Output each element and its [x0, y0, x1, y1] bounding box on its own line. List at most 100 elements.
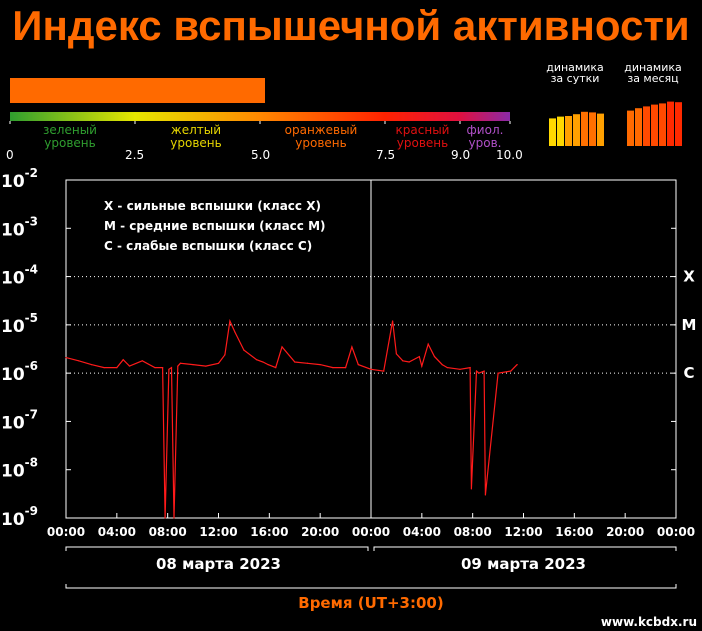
site-credit: www.kcbdx.ru — [601, 615, 697, 629]
scale-tick-2-5: 2.5 — [125, 148, 145, 162]
flux-point — [470, 488, 472, 490]
flux-point — [217, 362, 220, 364]
flux-point — [395, 353, 398, 355]
monthly-bar-4 — [659, 103, 666, 146]
level-orange-label: оранжевый уровень — [284, 123, 358, 150]
flux-point — [224, 354, 226, 356]
flux-point — [229, 320, 231, 322]
flux-point — [170, 367, 173, 369]
flux-point — [484, 494, 486, 496]
level-green-label: зеленый уровень — [43, 123, 97, 150]
flux-point — [281, 346, 283, 348]
flux-point — [427, 343, 429, 345]
flare-chart: X M C 10-9 10-8 10-7 10-6 10-5 10-4 10-3 10-2 00:00… — [1, 166, 697, 629]
flux-point — [154, 367, 156, 369]
flux-series-line — [65, 318, 518, 519]
scale-tick-0: 0 — [6, 148, 14, 162]
flux-point — [192, 364, 194, 366]
flux-point — [161, 367, 164, 369]
scale-tick-5: 5.0 — [251, 148, 271, 162]
x-tick-label-3: 12:00 — [199, 525, 237, 539]
monthly-bar-1 — [635, 108, 642, 146]
monthly-bar-3 — [651, 104, 658, 146]
flux-point — [370, 368, 372, 370]
flux-point — [357, 364, 359, 366]
level-violet-label: фиол. уров. — [466, 123, 504, 150]
monthly-bar-6 — [675, 102, 682, 146]
class-label-X: X — [683, 268, 695, 286]
y-tick-label-3: 10-6 — [1, 359, 38, 385]
flux-point — [177, 365, 179, 367]
date-bracket-0 — [65, 546, 369, 551]
flux-point — [510, 370, 512, 372]
flux-point — [294, 361, 296, 363]
x-tick-label-9: 12:00 — [504, 525, 542, 539]
flux-point — [332, 367, 334, 369]
flux-point — [433, 356, 436, 358]
y-tick-label-2: 10-7 — [1, 407, 38, 433]
y-tick-label-7: 10-2 — [1, 166, 38, 192]
x-tick-label-2: 08:00 — [149, 525, 187, 539]
y-tick-label-4: 10-5 — [1, 311, 38, 337]
date-bracket-1 — [373, 546, 677, 551]
flux-point — [421, 365, 423, 367]
flux-point — [164, 517, 166, 519]
flux-point — [392, 320, 394, 322]
dynamics-bars — [549, 101, 682, 146]
y-tick-label-5: 10-4 — [1, 263, 38, 289]
scale-tick-10: 10.0 — [496, 148, 523, 162]
flux-point — [116, 367, 118, 369]
x-tick-label-1: 04:00 — [98, 525, 136, 539]
scale-tick-9: 9.0 — [451, 148, 471, 162]
x-tick-label-6: 00:00 — [352, 525, 390, 539]
legend-entry-1: M - средние вспышки (класс M) — [104, 219, 326, 233]
daily-bar-0 — [549, 118, 556, 146]
daily-bar-5 — [589, 112, 596, 146]
y-tick-label-1: 10-8 — [1, 456, 38, 482]
flux-point — [179, 362, 181, 364]
flux-point — [475, 370, 478, 372]
flux-point — [319, 364, 321, 366]
x-tick-label-11: 20:00 — [606, 525, 644, 539]
monthly-dynamics-label: динамика за месяц — [624, 61, 682, 85]
flux-point — [122, 359, 124, 361]
date-label-0: 08 марта 2023 — [156, 555, 281, 573]
x-tick-label-7: 04:00 — [403, 525, 441, 539]
daily-bar-1 — [557, 116, 564, 146]
flux-point — [103, 367, 105, 369]
page-title: Индекс вспышечной активности — [12, 2, 690, 49]
flux-point — [267, 364, 269, 366]
y-tick-label-0: 10-9 — [1, 504, 38, 530]
level-red-label: красный уровень — [395, 123, 450, 150]
flux-point — [306, 362, 309, 364]
flux-point — [408, 361, 410, 363]
flux-point — [205, 365, 207, 367]
legend-entry-2: C - слабые вспышки (класс C) — [104, 239, 312, 253]
legend-entry-0: X - сильные вспышки (класс X) — [104, 199, 321, 213]
flux-point — [90, 364, 93, 366]
x-tick-label-4: 16:00 — [250, 525, 288, 539]
flux-point — [469, 367, 471, 369]
flux-point — [78, 360, 80, 362]
x-tick-label-0: 00:00 — [47, 525, 85, 539]
level-yellow-label: желтый уровень — [170, 123, 222, 150]
flux-point — [141, 360, 143, 362]
flux-point — [128, 365, 131, 367]
flux-point — [516, 364, 518, 366]
daily-bar-4 — [581, 111, 588, 146]
daily-dynamics-label: динамика за сутки — [546, 61, 604, 85]
scale-tick-7-5: 7.5 — [376, 148, 396, 162]
flux-point — [243, 349, 245, 351]
activity-scale — [9, 112, 511, 124]
time-bracket — [65, 584, 677, 589]
class-label-C: C — [683, 364, 694, 382]
flux-point — [383, 370, 385, 372]
flux-point — [351, 346, 353, 348]
monthly-bar-5 — [667, 101, 674, 146]
x-tick-label-12: 00:00 — [657, 525, 695, 539]
x-tick-label-5: 20:00 — [301, 525, 339, 539]
monthly-bar-0 — [627, 110, 634, 146]
daily-bar-2 — [565, 116, 572, 146]
y-tick-label-6: 10-3 — [1, 214, 38, 240]
x-axis-label: Время (UT+3:00) — [298, 594, 443, 612]
